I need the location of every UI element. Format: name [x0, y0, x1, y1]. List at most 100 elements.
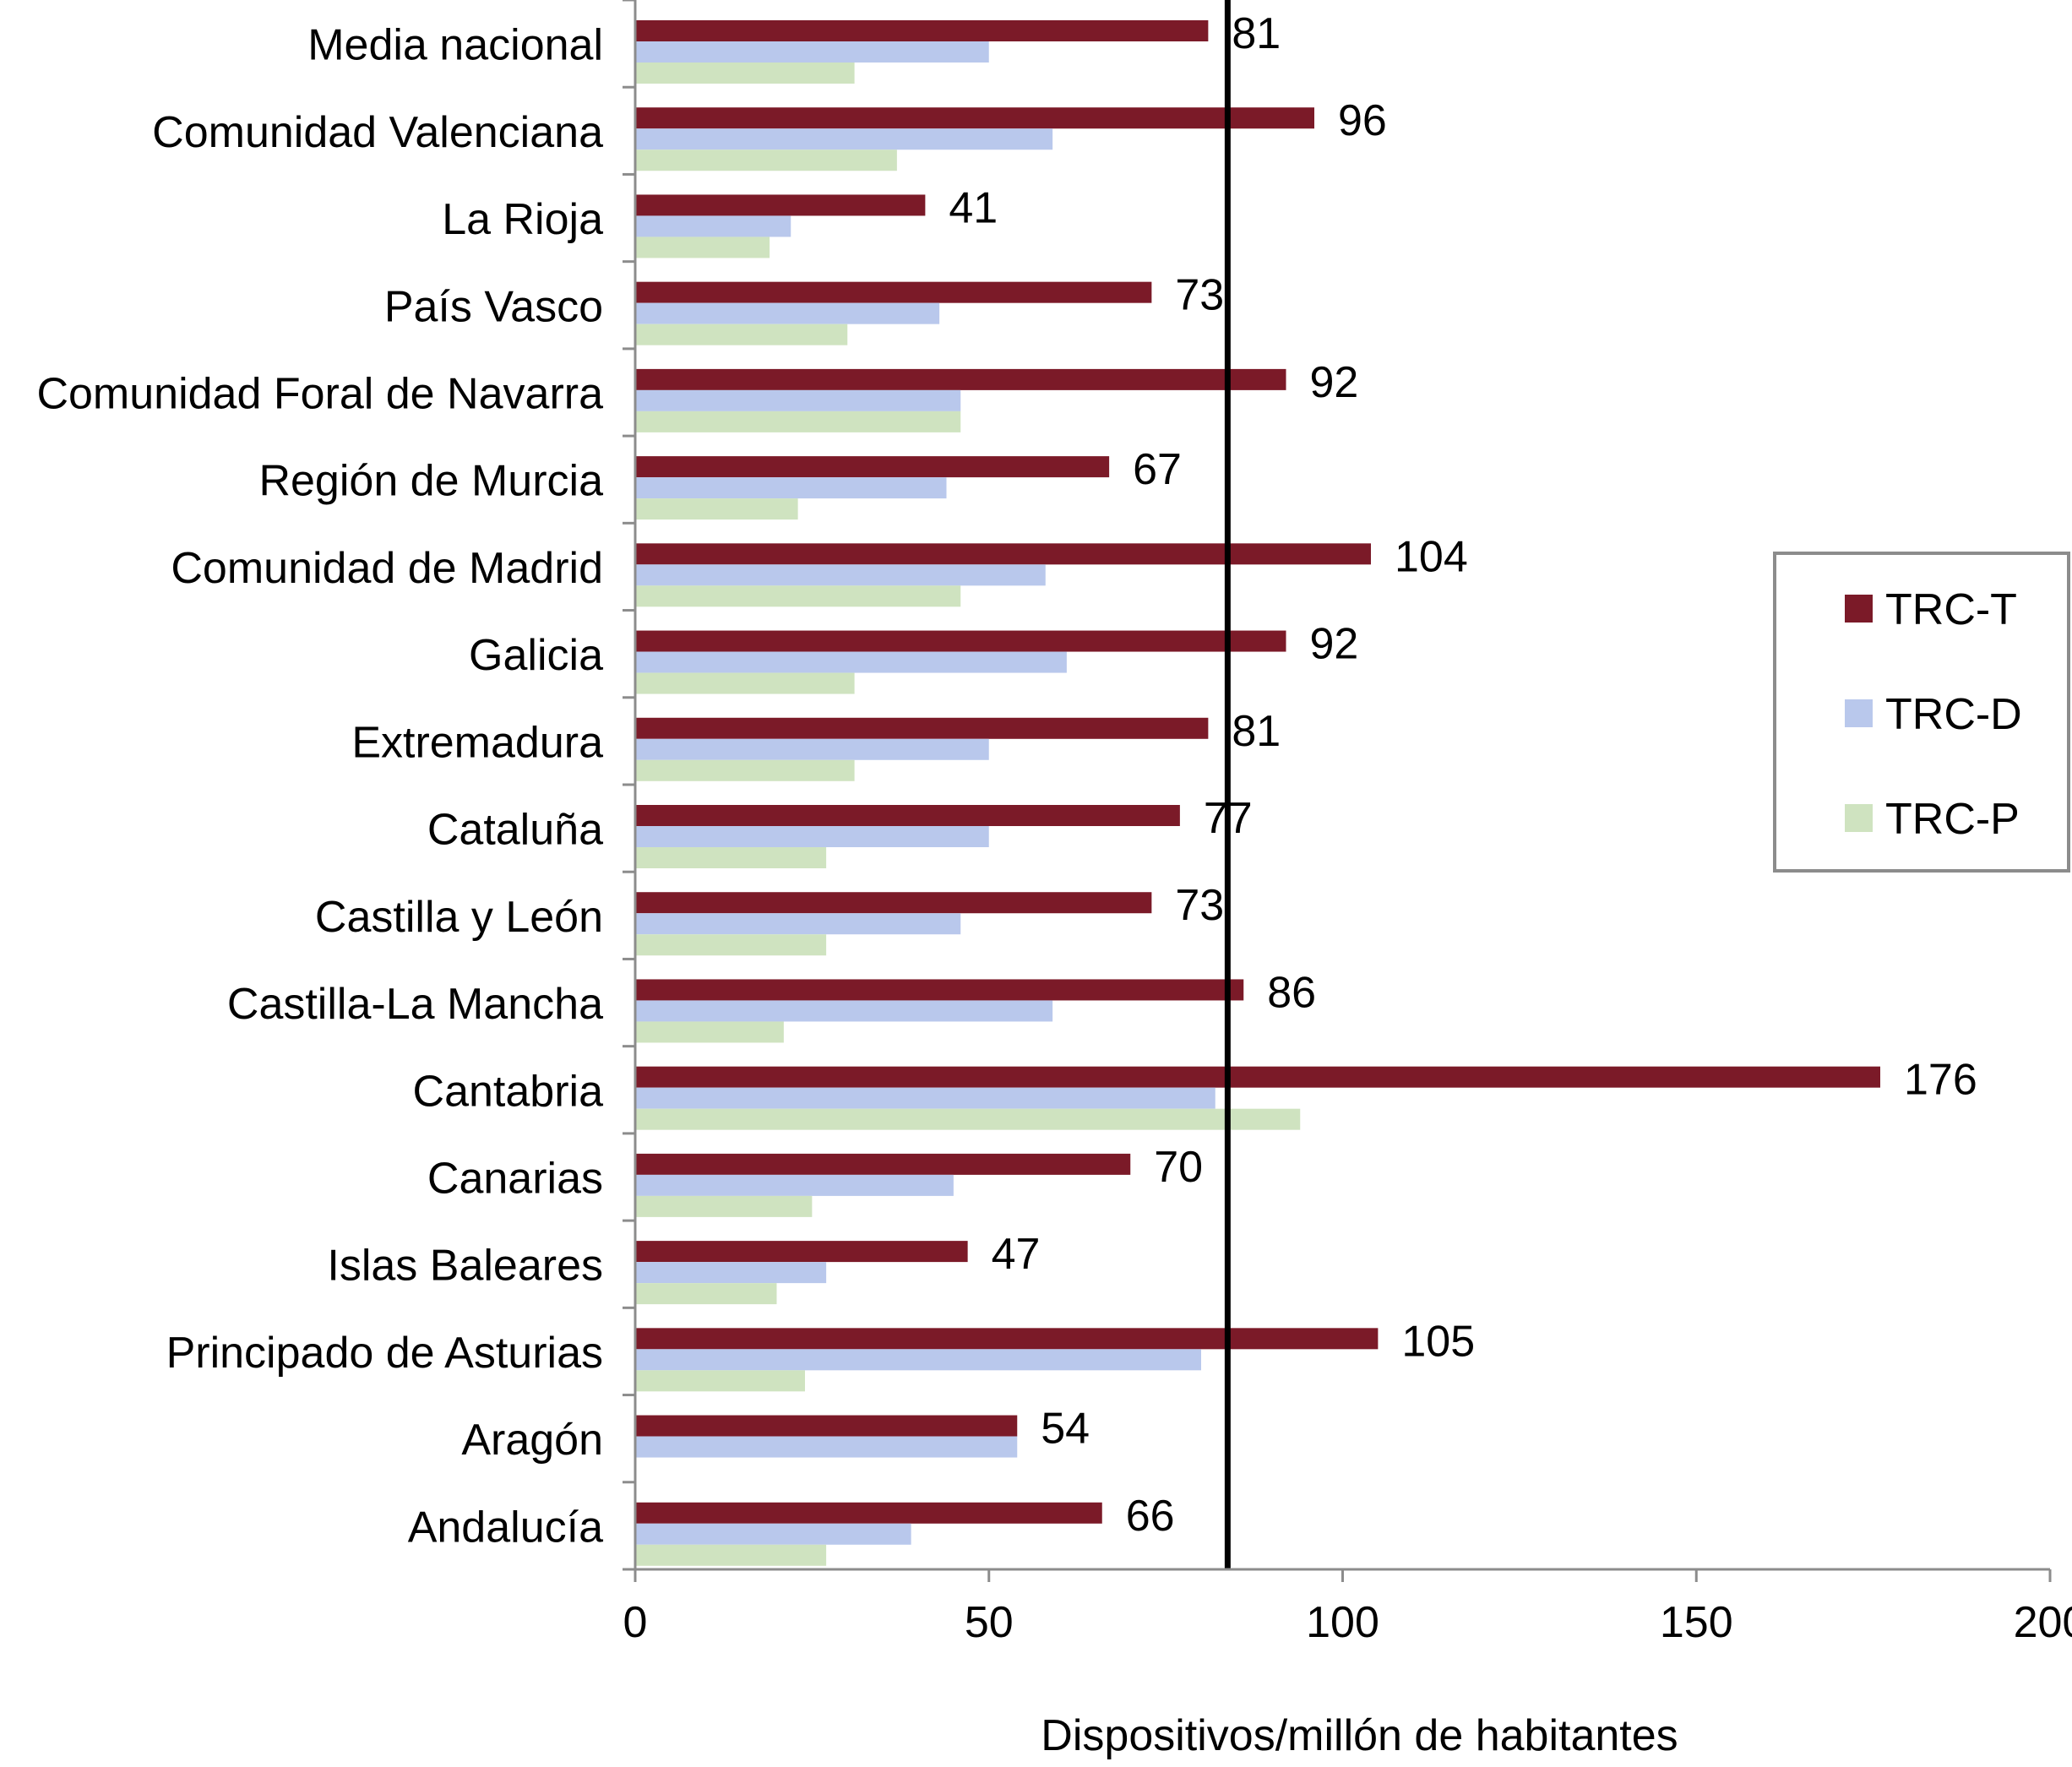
- category-label-14: Islas Baleares: [327, 1242, 603, 1291]
- bar-trc-t-6: [635, 543, 1371, 565]
- bar-trc-t-10: [635, 892, 1152, 914]
- bar-trc-t-14: [635, 1241, 968, 1263]
- bar-trc-d-0: [635, 41, 989, 63]
- data-label-trc-t-10: 73: [1175, 881, 1224, 930]
- bar-trc-d-7: [635, 651, 1067, 673]
- category-label-4: Comunidad Foral de Navarra: [36, 370, 603, 419]
- data-label-trc-t-17: 66: [1126, 1492, 1175, 1541]
- data-label-trc-t-8: 81: [1232, 707, 1281, 756]
- bar-trc-p-8: [635, 759, 855, 781]
- bar-trc-t-0: [635, 20, 1209, 41]
- bar-trc-p-11: [635, 1021, 784, 1043]
- category-label-2: La Rioja: [442, 195, 603, 244]
- x-tick-label-0: 0: [623, 1598, 648, 1647]
- category-label-17: Andalucía: [408, 1503, 603, 1552]
- category-label-10: Castilla y León: [315, 893, 603, 942]
- bar-trc-t-12: [635, 1066, 1880, 1088]
- bar-trc-t-7: [635, 630, 1286, 652]
- bar-trc-d-1: [635, 128, 1053, 150]
- data-label-trc-t-6: 104: [1395, 532, 1468, 581]
- bar-trc-t-4: [635, 368, 1286, 390]
- category-label-8: Extremadura: [351, 718, 603, 767]
- data-label-trc-t-15: 105: [1401, 1317, 1475, 1366]
- bar-trc-d-2: [635, 215, 791, 237]
- legend: TRC-T TRC-D TRC-P: [1773, 552, 2070, 873]
- data-label-trc-t-11: 86: [1267, 968, 1316, 1017]
- bar-trc-d-8: [635, 738, 989, 760]
- bar-trc-d-16: [635, 1436, 1018, 1458]
- bar-trc-p-1: [635, 150, 897, 171]
- bar-trc-p-15: [635, 1370, 805, 1392]
- bar-trc-t-1: [635, 107, 1314, 129]
- bar-trc-d-5: [635, 477, 947, 499]
- x-tick-label-3: 150: [1660, 1598, 1733, 1647]
- x-tick-label-1: 50: [965, 1598, 1014, 1647]
- axes: Media nacional Comunidad Valenciana La Rio…: [36, 0, 2072, 1760]
- bar-trc-p-10: [635, 934, 827, 956]
- bar-trc-d-12: [635, 1087, 1215, 1109]
- bar-trc-d-9: [635, 826, 989, 847]
- data-label-trc-t-2: 41: [949, 183, 998, 232]
- bar-trc-d-6: [635, 564, 1046, 586]
- bar-trc-t-15: [635, 1328, 1379, 1350]
- data-label-trc-t-7: 92: [1310, 620, 1359, 669]
- legend-box: [1773, 552, 2070, 873]
- category-label-6: Comunidad de Madrid: [171, 544, 603, 593]
- bar-trc-p-5: [635, 498, 798, 520]
- legend-swatch-trc-p: [1845, 804, 1873, 832]
- category-label-1: Comunidad Valenciana: [152, 108, 603, 157]
- bar-trc-t-17: [635, 1502, 1102, 1524]
- bar-trc-p-13: [635, 1195, 813, 1217]
- bar-trc-p-12: [635, 1108, 1301, 1130]
- legend-label-trc-t: TRC-T: [1885, 585, 2017, 634]
- bar-trc-t-13: [635, 1153, 1131, 1175]
- category-label-15: Principado de Asturias: [166, 1329, 603, 1378]
- category-label-0: Media nacional: [307, 21, 603, 70]
- data-label-trc-t-12: 176: [1904, 1056, 1977, 1105]
- data-label-trc-t-13: 70: [1154, 1143, 1203, 1192]
- category-label-3: País Vasco: [384, 282, 603, 331]
- x-tick-label-4: 200: [2014, 1598, 2072, 1647]
- bar-trc-p-0: [635, 63, 855, 84]
- category-label-7: Galicia: [469, 631, 603, 680]
- data-label-trc-t-1: 96: [1338, 96, 1387, 145]
- x-tick-label-2: 100: [1306, 1598, 1379, 1647]
- bar-trc-t-2: [635, 194, 926, 216]
- bar-trc-p-17: [635, 1544, 827, 1566]
- bar-trc-p-9: [635, 847, 827, 868]
- bar-trc-p-7: [635, 672, 855, 694]
- bar-trc-t-3: [635, 281, 1152, 303]
- legend-swatch-trc-t: [1845, 595, 1873, 623]
- category-label-11: Castilla-La Mancha: [227, 980, 603, 1029]
- bar-trc-t-9: [635, 805, 1180, 826]
- legend-swatch-trc-d: [1845, 699, 1873, 727]
- bar-trc-d-11: [635, 1000, 1053, 1022]
- legend-label-trc-p: TRC-P: [1885, 795, 2020, 844]
- bar-trc-t-11: [635, 979, 1244, 1001]
- bar-trc-p-2: [635, 237, 770, 258]
- x-axis-title: Dispositivos/millón de habitantes: [1041, 1711, 1678, 1760]
- category-label-13: Canarias: [427, 1155, 603, 1204]
- bar-trc-d-14: [635, 1262, 827, 1284]
- data-label-trc-t-5: 67: [1133, 445, 1182, 494]
- category-label-9: Cataluña: [427, 806, 603, 855]
- bar-trc-p-6: [635, 585, 961, 607]
- bar-trc-d-13: [635, 1174, 954, 1196]
- data-label-trc-t-16: 54: [1041, 1405, 1090, 1454]
- data-label-trc-t-14: 47: [992, 1230, 1041, 1279]
- data-label-trc-t-3: 73: [1175, 271, 1224, 320]
- bar-trc-t-16: [635, 1415, 1018, 1437]
- bar-trc-t-8: [635, 717, 1209, 739]
- bar-trc-d-15: [635, 1349, 1201, 1371]
- bar-trc-p-3: [635, 323, 848, 345]
- bar-trc-d-10: [635, 913, 961, 935]
- bar-trc-p-14: [635, 1283, 777, 1305]
- bar-trc-d-17: [635, 1523, 911, 1545]
- data-label-trc-t-4: 92: [1310, 358, 1359, 407]
- plot-area: 819641739267104928177738617670471055466: [635, 0, 1977, 1569]
- bar-trc-d-4: [635, 389, 961, 411]
- bar-trc-t-5: [635, 456, 1110, 478]
- category-label-12: Cantabria: [413, 1067, 604, 1116]
- category-label-5: Región de Murcia: [258, 457, 603, 506]
